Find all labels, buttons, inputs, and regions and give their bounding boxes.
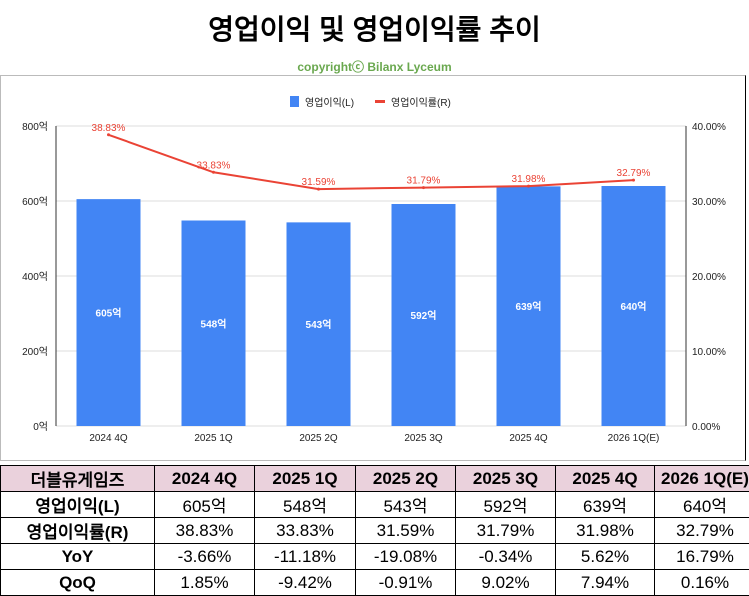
x-tick-label: 2026 1Q(E) [608,433,660,444]
line-data-label: 38.83% [92,123,126,134]
legend-line-label: 영업이익률(R) [391,96,451,109]
legend-line-swatch [375,100,385,103]
table-cell: 2025 3Q [455,465,556,492]
bar [601,186,666,426]
table-cell: 639억 [555,491,655,518]
line-point [422,186,425,190]
line-series [108,133,634,191]
table-cell: 2025 4Q [555,465,655,492]
right-tick-label: 40.00% [692,122,726,133]
table-cell: 0.16% [654,569,749,596]
x-tick-label: 2025 1Q [194,433,233,444]
table-cell: 31.98% [555,517,655,544]
left-tick-label: 600억 [22,196,48,208]
table-cell: 2025 1Q [254,465,356,492]
table-cell: 38.83% [154,517,255,544]
x-tick-label: 2025 4Q [509,433,548,444]
table-cell: 31.79% [455,517,556,544]
x-tick-label: 2025 3Q [404,433,443,444]
table-cell: 9.02% [455,569,556,596]
line-point [632,178,635,182]
right-tick-label: 0.00% [692,422,720,433]
right-tick-label: 10.00% [692,347,726,358]
table-cell: 32.79% [654,517,749,544]
line-data-label: 31.98% [512,174,546,185]
line-data-label: 31.79% [407,176,441,187]
bar-data-label: 639억 [516,301,542,313]
table-cell: -0.34% [455,543,556,570]
row-header-cell: 영업이익률(R) [0,517,155,544]
chart-container: 0억 0.00% 200억 10.00% 400억 20.00% 600억 30.00% 800… [0,75,746,461]
legend-bar-swatch [290,96,299,107]
table-cell: 33.83% [254,517,356,544]
bar-data-label: 548억 [201,318,227,330]
left-tick-label: 200억 [22,346,48,358]
line-point [107,133,110,137]
row-header-cell: YoY [0,543,155,570]
table-cell: 16.79% [654,543,749,570]
x-tick-label: 2024 4Q [89,433,128,444]
table-cell: 1.85% [154,569,255,596]
line-data-label: 32.79% [617,168,651,179]
data-table: 더블유게임즈 2024 4Q 2025 1Q 2025 2Q 2025 3Q 2025 4… [0,465,749,596]
bar [76,199,141,426]
table-row: YoY -3.66% -11.18% -19.08% -0.34% 5.62% 16.79% [0,543,749,570]
chart-title: 영업이익 및 영업이익률 추이 [208,14,541,45]
bar [286,222,351,426]
combo-chart: 0억 0.00% 200억 10.00% 400억 20.00% 600억 30.00% 800… [22,96,726,444]
table-row: QoQ 1.85% -9.42% -0.91% 9.02% 7.94% 0.16% [0,569,749,596]
bar-data-label: 592억 [411,310,437,322]
bar-data-label: 543억 [306,319,332,331]
copyright: copyrightⓒ Bilanx Lyceum [297,60,452,74]
line-point [527,184,530,188]
line-data-label: 33.83% [197,160,231,171]
table-header-row: 더블유게임즈 2024 4Q 2025 1Q 2025 2Q 2025 3Q 2025 4… [0,465,749,492]
line-point [317,187,320,191]
table-cell: 640억 [654,491,749,518]
x-tick-label: 2025 2Q [299,433,338,444]
bar [181,220,246,426]
row-header-cell: 영업이익(L) [0,491,155,518]
legend-bar-label: 영업이익(L) [305,96,354,109]
left-tick-label: 0억 [33,421,48,433]
table-cell: 5.62% [555,543,655,570]
table-cell: -19.08% [355,543,456,570]
right-tick-label: 20.00% [692,272,726,283]
bar [496,186,561,426]
left-tick-label: 800억 [22,121,48,133]
line-data-label: 31.59% [302,177,336,188]
table-row: 영업이익률(R) 38.83% 33.83% 31.59% 31.79% 31.98% 32… [0,517,749,544]
right-tick-label: 30.00% [692,197,726,208]
table-cell: -0.91% [355,569,456,596]
table-cell: 31.59% [355,517,456,544]
table-cell: -9.42% [254,569,356,596]
table-row: 영업이익(L) 605억 548억 543억 592억 639억 640억 [0,491,749,518]
table-cell: 2024 4Q [154,465,255,492]
table-cell: 548억 [254,491,356,518]
left-tick-label: 400억 [22,271,48,283]
table-cell: 605억 [154,491,255,518]
table-cell: 2025 2Q [355,465,456,492]
row-header-cell: QoQ [0,569,155,596]
table-cell: -11.18% [254,543,356,570]
bar [391,204,456,426]
table-cell: -3.66% [154,543,255,570]
row-header-cell: 더블유게임즈 [0,465,155,492]
table-cell: 543억 [355,491,456,518]
bar-data-label: 640억 [621,301,647,313]
bar-data-label: 605억 [96,308,122,320]
line-point [212,170,215,174]
table-cell: 592억 [455,491,556,518]
table-cell: 2026 1Q(E) [654,465,749,492]
table-cell: 7.94% [555,569,655,596]
